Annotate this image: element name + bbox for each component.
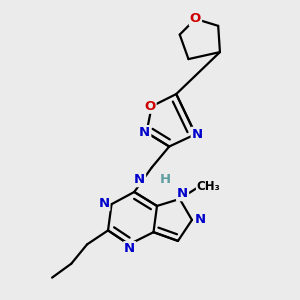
Text: N: N bbox=[192, 128, 203, 141]
Text: N: N bbox=[98, 197, 110, 210]
Text: N: N bbox=[124, 242, 135, 255]
Text: O: O bbox=[190, 12, 201, 26]
Text: H: H bbox=[160, 172, 171, 185]
Text: N: N bbox=[195, 213, 206, 226]
Text: N: N bbox=[134, 173, 145, 186]
Text: O: O bbox=[144, 100, 156, 113]
Text: N: N bbox=[139, 126, 150, 139]
Text: CH₃: CH₃ bbox=[197, 179, 220, 193]
Text: N: N bbox=[177, 187, 188, 200]
